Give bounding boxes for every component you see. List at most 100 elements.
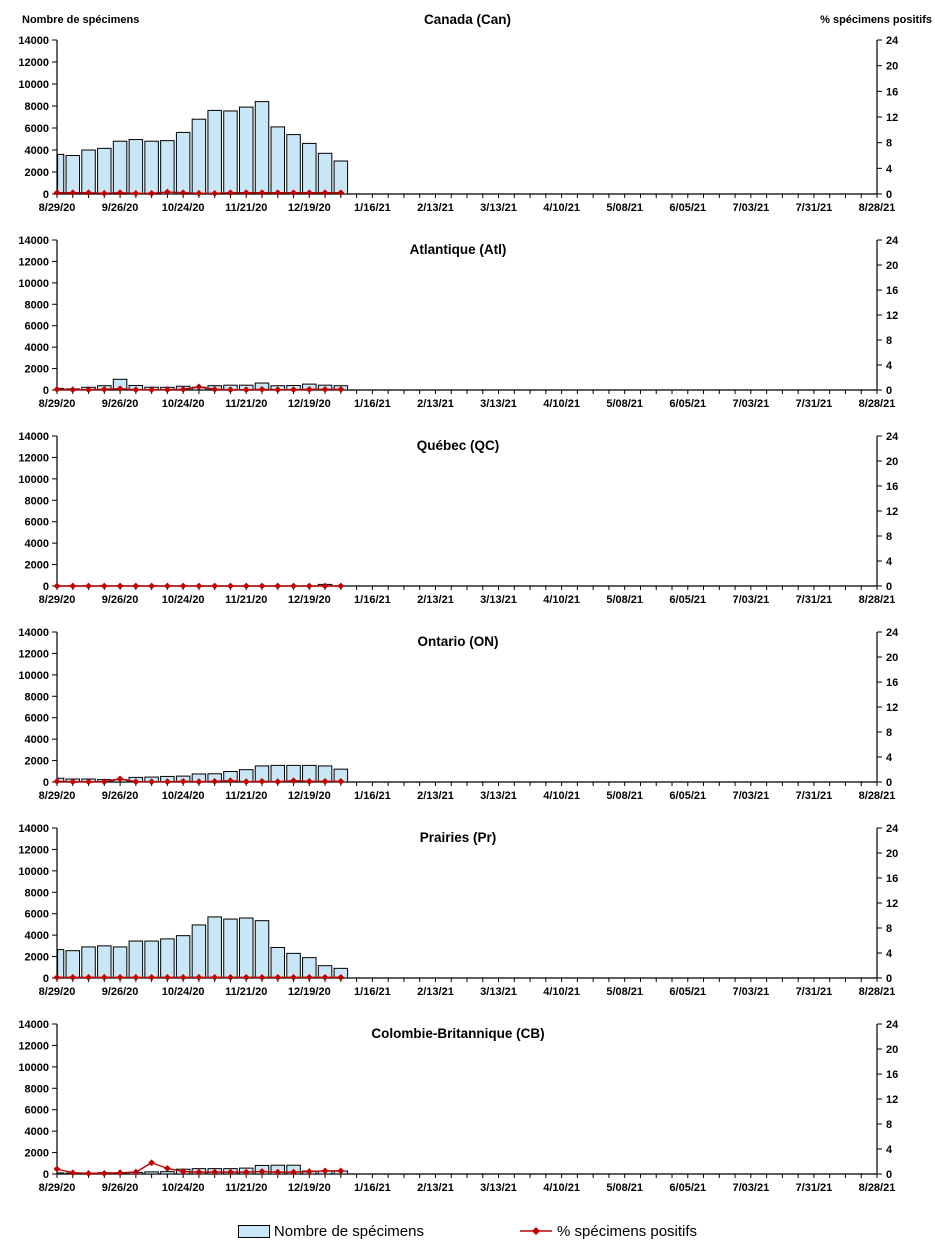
svg-text:12/19/20: 12/19/20: [288, 1182, 331, 1194]
diamond-marker: [116, 582, 124, 590]
bar: [160, 938, 175, 979]
diamond-marker: [211, 973, 219, 981]
svg-text:11/21/20: 11/21/20: [225, 790, 267, 802]
svg-text:12/19/20: 12/19/20: [288, 594, 331, 606]
bar: [112, 140, 128, 195]
svg-text:4/10/21: 4/10/21: [543, 790, 580, 802]
svg-text:9/26/20: 9/26/20: [102, 398, 139, 410]
diamond-marker: [337, 582, 345, 590]
chart-plot-4: Ontario (ON) 0 2000 4000 6000 8000 10000 12000 1…: [18, 627, 899, 802]
diamond-marker: [53, 189, 61, 197]
svg-text:1/16/21: 1/16/21: [354, 790, 391, 802]
bar: [160, 1171, 175, 1175]
svg-text:9/26/20: 9/26/20: [102, 1182, 139, 1194]
svg-text:0: 0: [886, 581, 892, 593]
svg-text:14000: 14000: [18, 35, 49, 47]
chart-plot-6: Colombie-Britannique (CB)020004000600080…: [18, 1019, 899, 1194]
diamond-marker: [337, 189, 345, 197]
bar: [175, 131, 191, 195]
diamond-marker: [258, 582, 266, 590]
diamond-marker: [148, 582, 156, 590]
top-header: Nombre de spécimens Canada (Can) % spéci…: [0, 6, 935, 32]
diamond-marker: [100, 778, 108, 786]
svg-text:6000: 6000: [25, 321, 49, 333]
svg-text:24: 24: [886, 431, 899, 443]
diamond-marker: [227, 582, 234, 590]
svg-text:2/13/21: 2/13/21: [417, 790, 454, 802]
svg-text:0: 0: [43, 1169, 49, 1181]
diamond-marker: [85, 973, 92, 981]
svg-text:5/08/21: 5/08/21: [606, 986, 643, 998]
bar: [302, 142, 317, 195]
svg-text:1/16/21: 1/16/21: [354, 1182, 391, 1194]
diamond-marker: [258, 385, 266, 393]
diamond-marker: [148, 778, 156, 786]
svg-text:4: 4: [886, 163, 893, 175]
diamond-marker: [258, 1168, 266, 1175]
left-axis-ticks: 0 2000 4000 6000 8000 10000 12000 14000: [18, 35, 57, 201]
bar: [207, 916, 222, 979]
svg-text:8000: 8000: [25, 1083, 49, 1095]
chart-title: Prairies (Pr): [420, 830, 497, 845]
svg-text:4: 4: [886, 948, 893, 960]
bars-nombre-specimens: [57, 764, 349, 783]
chart-block-6: Colombie-Britannique (CB) 0 2000 4000 6000 80…: [0, 1016, 935, 1212]
diamond-marker: [148, 1159, 156, 1167]
svg-text:4000: 4000: [25, 342, 49, 354]
diamond-marker: [321, 973, 329, 981]
svg-text:6/05/21: 6/05/21: [669, 986, 706, 998]
bar: [81, 946, 96, 979]
svg-text:10000: 10000: [18, 474, 49, 486]
diamond-marker: [69, 778, 77, 786]
bar: [270, 126, 286, 195]
svg-text:6000: 6000: [25, 517, 49, 529]
diamond-marker: [179, 582, 187, 590]
svg-text:12000: 12000: [18, 452, 49, 464]
svg-text:0: 0: [43, 777, 49, 789]
bar: [57, 949, 65, 979]
diamond-marker: [211, 189, 219, 197]
diamond-marker: [116, 775, 124, 783]
svg-text:4: 4: [886, 752, 893, 764]
svg-text:10/24/20: 10/24/20: [162, 790, 205, 802]
svg-text:8/29/20: 8/29/20: [39, 986, 76, 998]
diamond-marker: [227, 777, 234, 785]
diamond-marker: [290, 1168, 297, 1176]
line-pct-positifs: [53, 973, 345, 981]
svg-text:8/28/21: 8/28/21: [859, 398, 896, 410]
svg-text:6000: 6000: [25, 1105, 49, 1117]
svg-text:12: 12: [886, 112, 898, 124]
line-pct-positifs: [53, 188, 345, 197]
svg-text:14000: 14000: [18, 823, 49, 835]
right-axis-ticks: 0 4 8 12 16 20 24: [877, 823, 899, 985]
diamond-marker: [211, 582, 219, 590]
bar: [97, 147, 112, 195]
diamond-marker: [179, 973, 187, 981]
svg-text:8/28/21: 8/28/21: [859, 202, 896, 214]
left-axis-ticks: 0 2000 4000 6000 8000 10000 12000 14000: [18, 1019, 57, 1181]
svg-text:8000: 8000: [25, 495, 49, 507]
svg-text:8/29/20: 8/29/20: [39, 1182, 76, 1194]
diamond-marker: [258, 189, 266, 197]
x-axis-ticks: 8/29/20 9/26/20 10/24/20 11/21/20 12/19/20 1/…: [39, 194, 896, 214]
svg-text:20: 20: [886, 61, 898, 73]
svg-text:6000: 6000: [25, 713, 49, 725]
diamond-marker: [227, 189, 234, 197]
svg-text:8/28/21: 8/28/21: [859, 790, 896, 802]
svg-text:8: 8: [886, 138, 892, 150]
svg-text:2000: 2000: [25, 756, 49, 768]
bar: [128, 940, 144, 979]
svg-text:7/03/21: 7/03/21: [732, 986, 769, 998]
charts-container: 0 2000 4000 6000 8000 10000 12000 14000 0 4 8 12 16 2…: [0, 32, 935, 1212]
svg-text:16: 16: [886, 481, 898, 493]
svg-text:10/24/20: 10/24/20: [162, 986, 205, 998]
diamond-marker: [116, 973, 124, 981]
right-axis-ticks: 0 4 8 12 16 20 24: [877, 235, 899, 397]
svg-text:4: 4: [886, 556, 893, 568]
svg-text:2/13/21: 2/13/21: [417, 202, 454, 214]
axes: [56, 240, 878, 391]
svg-text:12000: 12000: [18, 57, 49, 69]
svg-text:9/26/20: 9/26/20: [102, 594, 139, 606]
svg-text:24: 24: [886, 627, 899, 639]
